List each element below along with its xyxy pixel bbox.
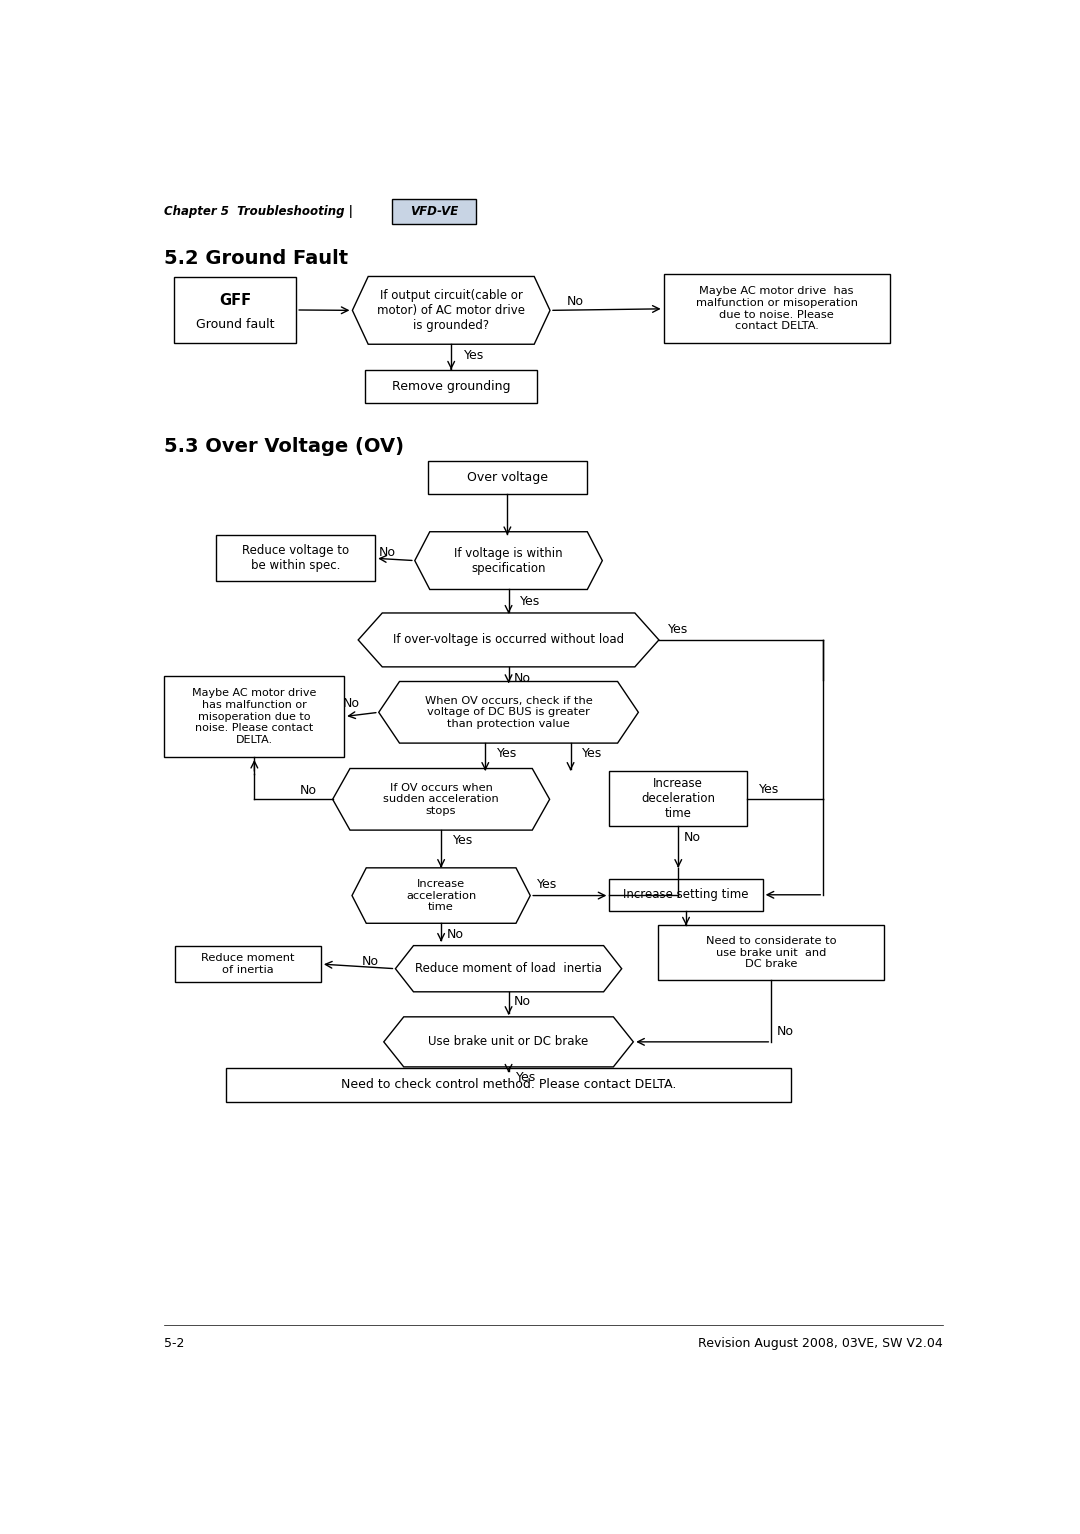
Text: No: No	[684, 830, 701, 844]
Text: Need to check control method. Please contact DELTA.: Need to check control method. Please con…	[341, 1078, 676, 1092]
Text: Yes: Yes	[515, 1071, 536, 1085]
FancyBboxPatch shape	[365, 370, 537, 403]
Text: 5-2: 5-2	[164, 1338, 185, 1350]
Text: Yes: Yes	[453, 834, 473, 847]
Text: GFF: GFF	[219, 293, 251, 308]
FancyBboxPatch shape	[175, 946, 321, 982]
Text: Remove grounding: Remove grounding	[392, 380, 511, 393]
Text: If over-voltage is occurred without load: If over-voltage is occurred without load	[393, 634, 624, 646]
Text: Chapter 5  Troubleshooting |: Chapter 5 Troubleshooting |	[164, 206, 353, 218]
Text: 5.3 Over Voltage (OV): 5.3 Over Voltage (OV)	[164, 437, 404, 456]
Text: Ground fault: Ground fault	[195, 318, 274, 331]
Text: Reduce moment
of inertia: Reduce moment of inertia	[201, 953, 295, 976]
Text: No: No	[343, 696, 360, 710]
Text: No: No	[777, 1025, 794, 1039]
Text: Yes: Yes	[464, 348, 485, 362]
Polygon shape	[379, 681, 638, 742]
Text: Yes: Yes	[537, 879, 557, 891]
Text: No: No	[446, 928, 463, 940]
FancyBboxPatch shape	[164, 676, 345, 756]
Polygon shape	[333, 769, 550, 830]
Polygon shape	[352, 276, 550, 344]
Text: Reduce moment of load  inertia: Reduce moment of load inertia	[415, 962, 602, 976]
Polygon shape	[359, 614, 659, 667]
Text: No: No	[379, 546, 396, 560]
Text: Increase
acceleration
time: Increase acceleration time	[406, 879, 476, 913]
Text: Revision August 2008, 03VE, SW V2.04: Revision August 2008, 03VE, SW V2.04	[698, 1338, 943, 1350]
FancyBboxPatch shape	[174, 278, 296, 342]
Text: Reduce voltage to
be within spec.: Reduce voltage to be within spec.	[242, 545, 349, 572]
Text: No: No	[566, 295, 583, 308]
Text: Maybe AC motor drive  has
malfunction or misoperation
due to noise. Please
conta: Maybe AC motor drive has malfunction or …	[696, 287, 858, 331]
Text: No: No	[514, 672, 531, 684]
Polygon shape	[395, 945, 622, 992]
Text: Increase setting time: Increase setting time	[623, 888, 748, 902]
Text: No: No	[362, 954, 379, 968]
Text: Yes: Yes	[521, 595, 540, 607]
Text: When OV occurs, check if the
voltage of DC BUS is greater
than protection value: When OV occurs, check if the voltage of …	[424, 696, 593, 729]
Text: If output circuit(cable or
motor) of AC motor drive
is grounded?: If output circuit(cable or motor) of AC …	[377, 288, 525, 331]
FancyBboxPatch shape	[609, 770, 747, 827]
FancyBboxPatch shape	[658, 925, 885, 980]
Text: Need to considerate to
use brake unit  and
DC brake: Need to considerate to use brake unit an…	[706, 936, 837, 969]
FancyBboxPatch shape	[227, 1068, 791, 1101]
FancyBboxPatch shape	[428, 462, 586, 494]
Polygon shape	[352, 868, 530, 923]
Text: Yes: Yes	[669, 623, 688, 637]
Polygon shape	[415, 532, 603, 589]
FancyBboxPatch shape	[216, 535, 375, 581]
Polygon shape	[383, 1017, 633, 1066]
Text: If voltage is within
specification: If voltage is within specification	[455, 546, 563, 575]
FancyBboxPatch shape	[609, 879, 762, 911]
Text: No: No	[299, 784, 316, 796]
Text: Yes: Yes	[582, 747, 603, 761]
Text: Yes: Yes	[497, 747, 517, 761]
Text: Increase
deceleration
time: Increase deceleration time	[642, 778, 715, 821]
Text: Maybe AC motor drive
has malfunction or
misoperation due to
noise. Please contac: Maybe AC motor drive has malfunction or …	[192, 689, 316, 744]
Text: VFD-VE: VFD-VE	[410, 206, 458, 218]
Text: Over voltage: Over voltage	[467, 471, 548, 483]
Text: 5.2 Ground Fault: 5.2 Ground Fault	[164, 249, 349, 267]
Text: No: No	[514, 996, 531, 1008]
FancyBboxPatch shape	[392, 199, 476, 224]
Text: Use brake unit or DC brake: Use brake unit or DC brake	[429, 1035, 589, 1048]
Text: Yes: Yes	[759, 782, 779, 796]
FancyBboxPatch shape	[663, 275, 890, 344]
Text: If OV occurs when
sudden acceleration
stops: If OV occurs when sudden acceleration st…	[383, 782, 499, 816]
